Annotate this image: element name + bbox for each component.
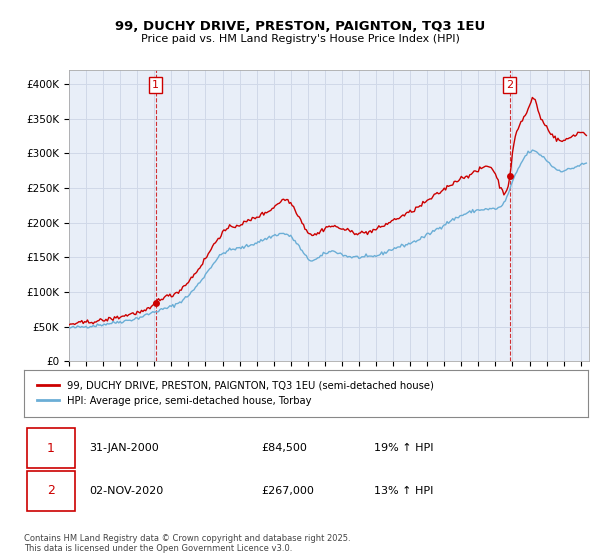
- Text: 13% ↑ HPI: 13% ↑ HPI: [374, 486, 433, 496]
- Legend: 99, DUCHY DRIVE, PRESTON, PAIGNTON, TQ3 1EU (semi-detached house), HPI: Average : 99, DUCHY DRIVE, PRESTON, PAIGNTON, TQ3 …: [35, 379, 436, 408]
- Text: £267,000: £267,000: [261, 486, 314, 496]
- Text: 2: 2: [47, 484, 55, 497]
- Text: 99, DUCHY DRIVE, PRESTON, PAIGNTON, TQ3 1EU: 99, DUCHY DRIVE, PRESTON, PAIGNTON, TQ3 …: [115, 20, 485, 32]
- Text: 31-JAN-2000: 31-JAN-2000: [89, 444, 158, 453]
- Text: £84,500: £84,500: [261, 444, 307, 453]
- Text: 02-NOV-2020: 02-NOV-2020: [89, 486, 163, 496]
- Text: 19% ↑ HPI: 19% ↑ HPI: [374, 444, 433, 453]
- Text: Contains HM Land Registry data © Crown copyright and database right 2025.
This d: Contains HM Land Registry data © Crown c…: [24, 534, 350, 553]
- Text: 1: 1: [47, 442, 55, 455]
- FancyBboxPatch shape: [27, 471, 75, 511]
- Text: 2: 2: [506, 80, 513, 90]
- Text: 1: 1: [152, 80, 159, 90]
- Text: Price paid vs. HM Land Registry's House Price Index (HPI): Price paid vs. HM Land Registry's House …: [140, 34, 460, 44]
- FancyBboxPatch shape: [27, 428, 75, 468]
